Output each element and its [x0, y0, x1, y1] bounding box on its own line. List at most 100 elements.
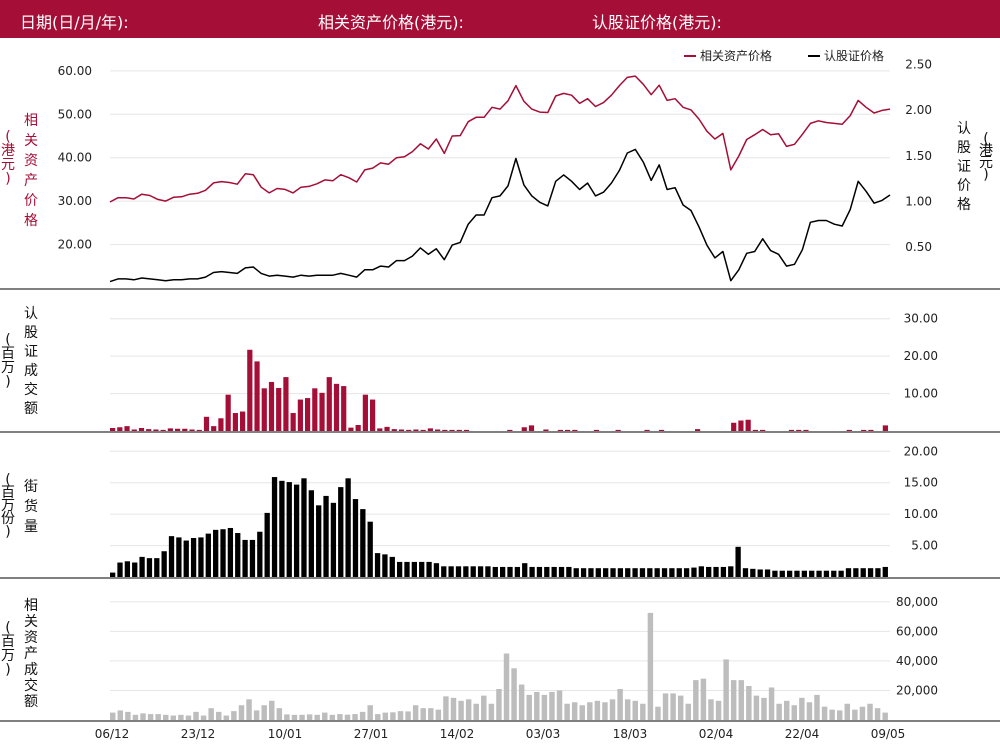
asset_turnover-ylabel-char: 相: [24, 598, 38, 614]
asset_turnover-bar: [677, 695, 684, 721]
warrant_turnover-ylabel-unit-char: ): [5, 374, 10, 390]
asset_turnover-bar: [640, 703, 646, 720]
outstanding-bar: [647, 568, 653, 577]
outstanding-bar: [213, 529, 219, 577]
outstanding-bar: [190, 538, 197, 577]
asset_turnover-bar: [223, 715, 230, 720]
ylabel-right-char: 认: [957, 121, 971, 137]
ylabel-left-char: 格: [24, 213, 38, 229]
warrant_turnover-bar: [211, 426, 217, 431]
outstanding-bar: [477, 566, 484, 577]
outstanding-ylabel-char: 量: [24, 519, 38, 535]
warrant_turnover-bar: [695, 429, 701, 431]
warrant_turnover-ylabel-char: 证: [24, 344, 38, 360]
asset_turnover-bar: [314, 714, 320, 720]
outstanding-bar: [323, 495, 329, 577]
warrant_turnover-ylabel-unit-char: (: [5, 332, 10, 348]
outstanding-bar: [419, 561, 425, 577]
outstanding-bar: [308, 490, 314, 577]
outstanding-bar: [301, 478, 307, 577]
outstanding-ylabel-char: 货: [24, 498, 38, 515]
y-tick-label: 60,000: [896, 624, 938, 638]
warrant_turnover-bar: [333, 383, 340, 431]
outstanding-bar: [713, 566, 719, 577]
warrant_turnover-bar: [290, 413, 296, 431]
outstanding-bar: [779, 570, 785, 577]
warrant_turnover-bar: [507, 429, 513, 431]
asset_turnover-ylabel-char: 交: [24, 677, 38, 694]
outstanding-bar: [720, 566, 727, 577]
asset_turnover-bar: [322, 712, 328, 720]
asset_turnover-bar: [859, 706, 866, 720]
outstanding-bar: [345, 478, 351, 577]
warrant_turnover-ylabel-unit-char: 百: [1, 346, 15, 362]
warrant_turnover-bar: [297, 399, 303, 431]
outstanding-bar: [882, 566, 888, 577]
asset_turnover-bar: [836, 710, 843, 720]
warrant_turnover-bar: [420, 429, 426, 431]
outstanding-bar: [374, 553, 381, 577]
asset-price-line: [109, 75, 891, 203]
y-right-tick-label: 0.50: [905, 240, 932, 254]
ylabel-right-unit-char: (: [983, 131, 988, 147]
warrant_turnover-bar: [521, 427, 527, 431]
warrant_turnover-bar: [319, 392, 325, 431]
outstanding-bar: [146, 558, 153, 577]
warrant_turnover-bar: [167, 428, 173, 431]
asset_turnover-bar: [730, 680, 737, 720]
outstanding-bar: [396, 561, 403, 577]
warrant_turnover-bar: [658, 429, 665, 431]
warrant_turnover-bar: [153, 429, 159, 431]
outstanding-bar: [735, 546, 741, 577]
asset_turnover-bar: [246, 699, 252, 720]
asset_turnover-bar: [178, 714, 184, 720]
outstanding-bar: [168, 536, 175, 577]
outstanding-bar: [706, 566, 712, 577]
asset_turnover-bar: [382, 712, 389, 720]
warrant_turnover-bar: [189, 429, 195, 431]
outstanding-bar: [404, 561, 410, 577]
warrant_turnover-bar: [615, 429, 621, 431]
asset_turnover-bar: [147, 714, 154, 720]
y-tick-label: 20,000: [896, 683, 938, 697]
outstanding-ylabel-unit-char: 份: [1, 511, 15, 527]
asset_turnover-bar: [117, 710, 124, 720]
asset_turnover-bar: [155, 714, 161, 720]
ylabel-left-char: 产: [24, 173, 38, 189]
y-left-tick-label: 20.00: [58, 238, 92, 252]
asset_turnover-bar: [352, 714, 358, 720]
warrant_turnover-bar: [138, 428, 145, 431]
outstanding-bar: [750, 568, 756, 577]
asset_turnover-bar: [821, 706, 828, 720]
warrant_turnover-bar: [283, 377, 289, 431]
asset_turnover-bar: [647, 612, 654, 720]
outstanding-bar: [831, 570, 837, 577]
warrant_turnover-bar: [261, 388, 267, 431]
outstanding-bar: [764, 569, 771, 577]
warrant_turnover-bar: [796, 429, 802, 431]
warrant_turnover-bar: [131, 429, 137, 431]
outstanding-bar: [264, 512, 270, 577]
asset_turnover-bar: [170, 715, 177, 720]
warrant_turnover-bar: [305, 398, 311, 431]
asset_turnover-bar: [390, 712, 396, 720]
asset_turnover-bar: [693, 680, 699, 720]
warrant-price-label: 认股证价格(港元):: [592, 13, 722, 32]
warrant_turnover-bar: [557, 429, 563, 431]
legend-warrant: 认股证价格: [824, 48, 884, 63]
y-left-tick-label: 40.00: [58, 151, 92, 165]
warrant_turnover-bar: [110, 428, 116, 431]
outstanding-bar: [132, 562, 138, 577]
asset_turnover-bar: [723, 659, 729, 720]
outstanding-bar: [625, 568, 631, 577]
asset_turnover-bar: [496, 688, 502, 720]
outstanding-bar: [860, 568, 866, 577]
asset_turnover-bar: [867, 703, 873, 720]
asset_turnover-bar: [541, 694, 548, 720]
ylabel-right-unit-char: 元: [979, 155, 993, 171]
asset_turnover-bar: [163, 714, 169, 720]
y-right-tick-label: 1.50: [905, 149, 932, 163]
asset_turnover-bar: [783, 700, 790, 720]
warrant_turnover-bar: [240, 411, 246, 431]
asset_turnover-ylabel-char: 资: [24, 630, 38, 646]
